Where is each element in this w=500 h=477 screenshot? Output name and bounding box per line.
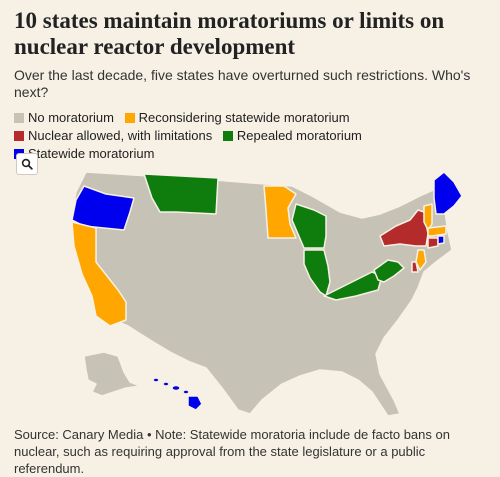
- hawaii-island: [171, 384, 181, 392]
- state-vermont: [423, 203, 433, 231]
- legend-swatch: [222, 131, 233, 141]
- hawaii-island: [187, 395, 203, 411]
- state-new-jersey: [415, 249, 427, 271]
- chart-title: 10 states maintain moratoriums or limits…: [14, 8, 445, 59]
- source-note: Source: Canary Media • Note: Statewide m…: [14, 427, 450, 476]
- search-button[interactable]: [16, 153, 38, 175]
- chart-subtitle: Over the last decade, five states have o…: [14, 67, 471, 100]
- state-montana: [143, 173, 219, 215]
- state-california: [71, 221, 127, 327]
- state-connecticut: [427, 237, 439, 249]
- state-hawaii: [152, 377, 203, 411]
- state-delaware: [411, 261, 419, 273]
- legend-label: Nuclear allowed, with limitations: [28, 128, 213, 143]
- state-west-virginia: [373, 259, 405, 283]
- legend-label: Repealed moratorium: [236, 128, 362, 143]
- state-rhode-island: [437, 235, 445, 245]
- hawaii-island: [152, 377, 160, 383]
- state-massachusetts: [427, 225, 447, 237]
- state-alaska: [83, 351, 141, 397]
- state-maine: [433, 171, 463, 215]
- legend-item-repealed: Repealed moratorium: [222, 128, 362, 144]
- legend-label: Reconsidering statewide moratorium: [138, 110, 350, 125]
- legend-label: Statewide moratorium: [28, 146, 155, 161]
- magnifier-icon: [21, 158, 33, 170]
- legend-swatch: [14, 131, 24, 141]
- state-oregon: [71, 185, 135, 231]
- legend-swatch: [14, 113, 24, 123]
- hawaii-island: [182, 389, 190, 395]
- legend-item-limitations: Nuclear allowed, with limitations: [14, 128, 212, 144]
- legend-item-reconsidering: Reconsidering statewide moratorium: [124, 110, 350, 126]
- legend-label: No moratorium: [28, 110, 114, 125]
- state-minnesota: [263, 185, 297, 239]
- state-base-contiguous-us: [71, 171, 453, 417]
- hawaii-island: [162, 381, 170, 387]
- legend-swatch: [124, 113, 135, 123]
- state-wisconsin: [291, 203, 327, 249]
- legend-item-no-moratorium: No moratorium: [14, 110, 114, 126]
